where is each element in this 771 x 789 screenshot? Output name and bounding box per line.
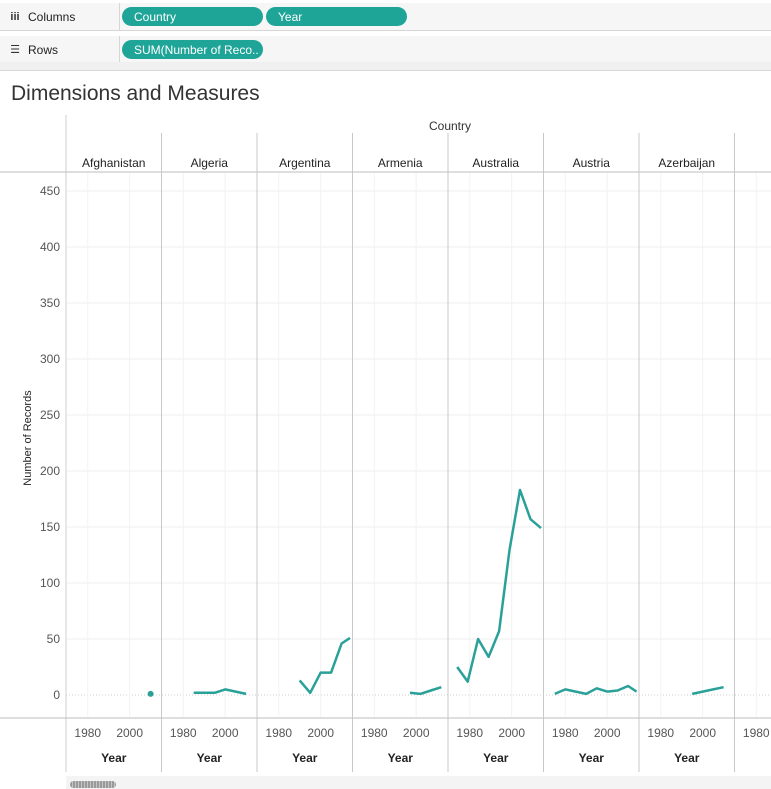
y-axis-title: Number of Records: [22, 390, 34, 486]
country-header-afghanistan: Afghanistan: [82, 156, 145, 170]
country-header-armenia: Armenia: [378, 156, 423, 170]
rows-icon: ☰: [10, 44, 20, 56]
sum-records-pill[interactable]: SUM(Number of Reco..: [122, 40, 263, 59]
x-axis-title: Year: [483, 751, 509, 765]
x-tick-label: 1980: [456, 726, 483, 740]
y-tick-label: 400: [40, 240, 60, 254]
x-tick-label: 1980: [552, 726, 579, 740]
columns-icon: iii: [10, 10, 20, 23]
y-tick-label: 200: [40, 464, 60, 478]
rows-shelf-label: ☰ Rows: [0, 36, 120, 63]
country-pill[interactable]: Country: [122, 7, 263, 26]
x-tick-label: 1980: [170, 726, 197, 740]
y-tick-label: 350: [40, 296, 60, 310]
shelf-separator: [0, 62, 771, 71]
x-axis-title: Year: [197, 751, 223, 765]
country-header-algeria: Algeria: [191, 156, 229, 170]
data-point-afghanistan: [147, 690, 154, 697]
scrollbar-thumb[interactable]: [70, 781, 116, 788]
x-tick-label: 1980: [743, 726, 770, 740]
sheet-title: Dimensions and Measures: [11, 82, 260, 105]
x-tick-label: 2000: [689, 726, 716, 740]
y-tick-label: 100: [40, 576, 60, 590]
x-axis-title: Year: [388, 751, 414, 765]
series-line-azerbaijan: [691, 685, 724, 696]
x-axis-title: Year: [101, 751, 127, 765]
y-tick-label: 450: [40, 184, 60, 198]
country-header-azerbaijan: Azerbaijan: [658, 156, 715, 170]
y-tick-label: 250: [40, 408, 60, 422]
series-line-argentina: [298, 636, 351, 695]
y-tick-label: 0: [53, 688, 60, 702]
x-axis-title: Year: [579, 751, 605, 765]
columns-shelf-label: iii Columns: [0, 3, 120, 30]
y-tick-label: 150: [40, 520, 60, 534]
x-tick-label: 2000: [594, 726, 621, 740]
series-line-austria: [554, 684, 638, 696]
x-tick-label: 2000: [403, 726, 430, 740]
country-header-australia: Australia: [472, 156, 519, 170]
series-line-algeria: [193, 688, 247, 696]
x-tick-label: 1980: [361, 726, 388, 740]
year-pill[interactable]: Year: [266, 7, 407, 26]
y-tick-label: 50: [47, 632, 61, 646]
country-header-austria: Austria: [573, 156, 611, 170]
x-tick-label: 1980: [647, 726, 674, 740]
x-axis-title: Year: [292, 751, 318, 765]
series-line-australia: [456, 488, 542, 683]
x-axis-title: Year: [674, 751, 700, 765]
horizontal-scrollbar[interactable]: [66, 776, 771, 789]
series-line-armenia: [409, 686, 442, 696]
x-tick-label: 2000: [116, 726, 143, 740]
rows-label: Rows: [28, 42, 59, 57]
x-tick-label: 2000: [212, 726, 239, 740]
y-tick-label: 300: [40, 352, 60, 366]
country-header-argentina: Argentina: [279, 156, 331, 170]
x-tick-label: 1980: [265, 726, 292, 740]
x-tick-label: 2000: [498, 726, 525, 740]
rows-shelf: ☰ Rows SUM(Number of Reco..: [0, 36, 771, 64]
columns-label: Columns: [28, 9, 76, 24]
x-tick-label: 1980: [74, 726, 101, 740]
columns-shelf: iii Columns Country Year: [0, 3, 771, 31]
x-tick-label: 2000: [307, 726, 334, 740]
country-header-label: Country: [429, 119, 471, 133]
